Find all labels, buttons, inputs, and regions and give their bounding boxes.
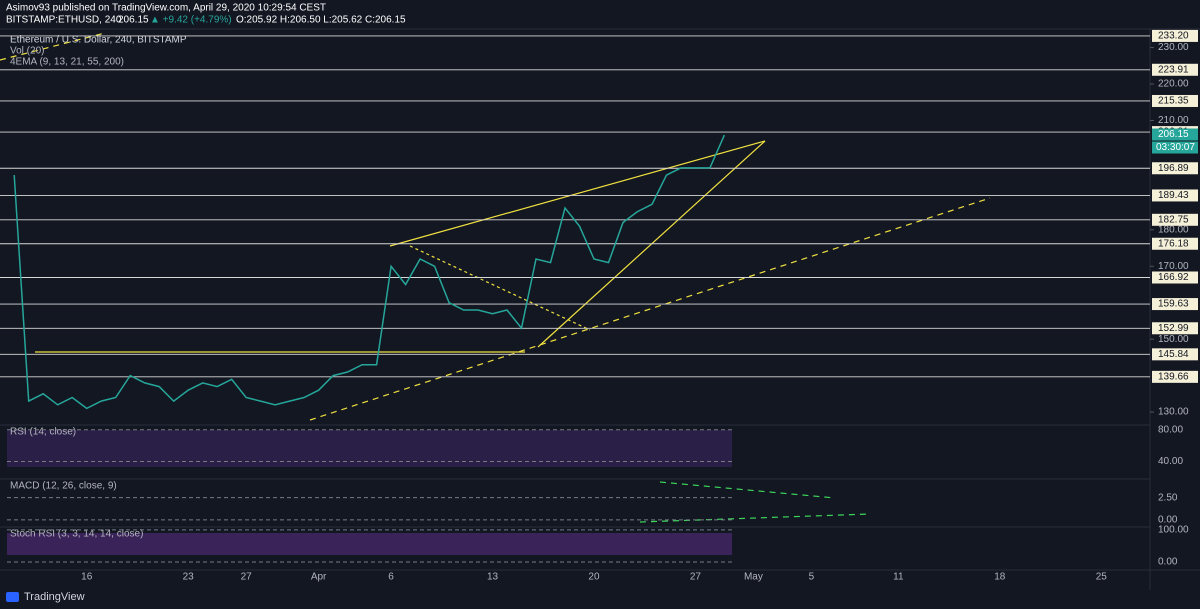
countdown: 03:30:07	[1156, 142, 1195, 153]
level-tag	[1152, 213, 1198, 226]
x-tick-label: 11	[893, 572, 904, 583]
x-tick-label: 18	[994, 572, 1006, 583]
x-tick-label: 20	[588, 572, 600, 583]
level-label: 145.84	[1158, 349, 1189, 360]
level-tag	[1152, 237, 1198, 250]
y-tick-label: 130.00	[1158, 407, 1189, 418]
level-label: 189.43	[1158, 190, 1189, 201]
legend-item: Vol (20)	[10, 46, 44, 57]
y-tick-label: 170.00	[1158, 261, 1189, 272]
level-label: 196.89	[1158, 163, 1189, 174]
level-tag	[1152, 298, 1198, 311]
level-tag	[1152, 63, 1198, 76]
price-label: 206.15	[1158, 129, 1189, 140]
price-line	[13, 134, 726, 410]
brand-logo	[6, 592, 19, 602]
x-tick-label: 27	[241, 572, 253, 583]
countdown-tag	[1152, 141, 1198, 154]
panel-tick-label: 0.00	[1158, 557, 1178, 568]
level-label: 152.99	[1158, 323, 1189, 334]
level-tag	[1152, 348, 1198, 361]
x-tick-label: 27	[690, 572, 702, 583]
ohlc: O:205.92 H:206.50 L:205.62 C:206.15	[236, 15, 406, 26]
level-tag	[1152, 162, 1198, 175]
legend-item: 4EMA (9, 13, 21, 55, 200)	[10, 57, 124, 68]
chart-title: Ethereum / U.S. Dollar, 240, BITSTAMP	[10, 35, 187, 46]
level-tag	[1152, 94, 1198, 107]
x-tick-label: 6	[388, 572, 394, 583]
level-tag	[1152, 322, 1198, 335]
x-tick-label: 13	[487, 572, 499, 583]
level-label: 215.35	[1158, 96, 1189, 107]
stoch-band	[7, 533, 732, 555]
rsi-band	[7, 430, 732, 467]
change: ▲ +9.42 (+4.79%)	[150, 15, 232, 26]
brand: TradingView	[24, 591, 85, 603]
x-tick-label: 16	[81, 572, 93, 583]
level-label: 223.91	[1158, 64, 1189, 75]
last: 206.15	[118, 15, 149, 26]
macd-trend-drawings	[639, 481, 871, 523]
x-tick-label: Apr	[311, 572, 327, 583]
trend-drawings	[0, 32, 991, 421]
panel-title: Stoch RSI (3, 3, 14, 14, close)	[10, 529, 143, 540]
y-tick-label: 210.00	[1158, 115, 1189, 126]
x-tick-label: 25	[1096, 572, 1108, 583]
x-tick-label: May	[744, 572, 763, 583]
x-tick-label: 23	[183, 572, 195, 583]
level-label: 166.92	[1158, 272, 1189, 283]
level-label: 159.63	[1158, 299, 1189, 310]
level-tag	[1152, 370, 1198, 383]
y-tick-label: 150.00	[1158, 334, 1189, 345]
y-tick-label: 220.00	[1158, 79, 1189, 90]
panel-tick-label: 100.00	[1158, 525, 1189, 536]
panel-title: MACD (12, 26, close, 9)	[10, 481, 117, 492]
price-tag	[1152, 128, 1198, 141]
level-tag	[1152, 29, 1198, 42]
level-label: 176.18	[1158, 238, 1189, 249]
level-label: 139.66	[1158, 371, 1189, 382]
panel-tick-label: 40.00	[1158, 456, 1183, 467]
level-label: 182.75	[1158, 214, 1189, 225]
level-tag	[1152, 271, 1198, 284]
panel-tick-label: 0.00	[1158, 515, 1178, 526]
panel-tick-label: 2.50	[1158, 492, 1178, 503]
panel-title: RSI (14, close)	[10, 427, 76, 438]
x-tick-label: 5	[809, 572, 815, 583]
level-tag	[1152, 189, 1198, 202]
panel-tick-label: 80.00	[1158, 424, 1183, 435]
author-line: Asimov93 published on TradingView.com, A…	[6, 3, 326, 14]
y-tick-label: 180.00	[1158, 224, 1189, 235]
y-tick-label: 230.00	[1158, 42, 1189, 53]
level-label: 233.20	[1158, 31, 1189, 42]
symbol: BITSTAMP:ETHUSD, 240	[6, 15, 122, 26]
